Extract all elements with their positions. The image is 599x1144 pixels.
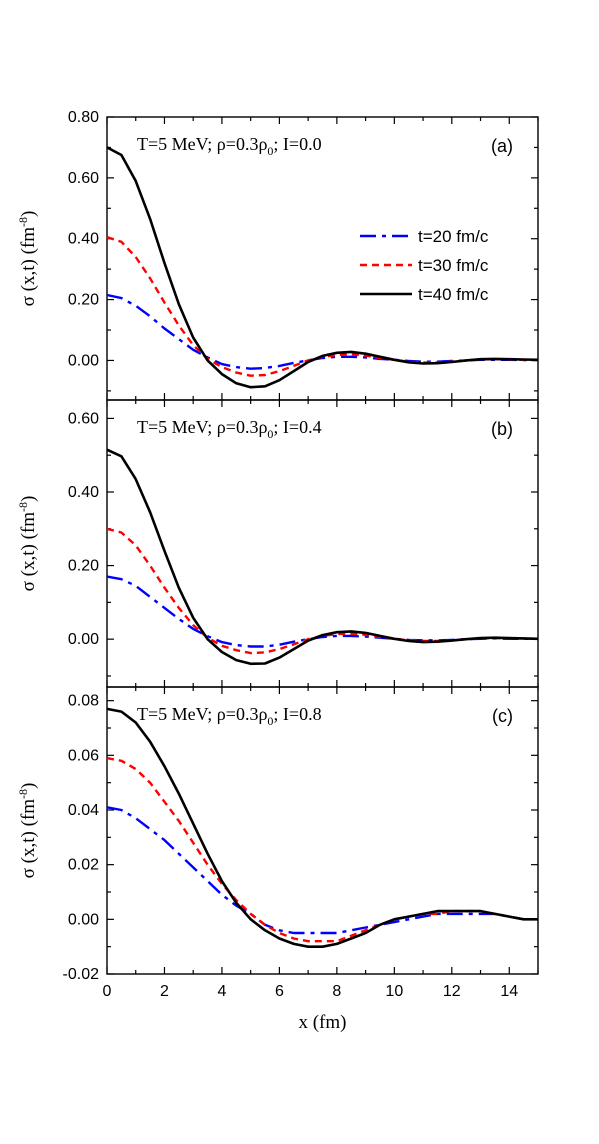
panel-tag: (c) (492, 706, 513, 726)
x-tick-label: 0 (103, 983, 112, 1000)
y-tick-label: 0.00 (68, 631, 99, 648)
x-tick-label: 4 (217, 983, 226, 1000)
y-tick-label: 0.80 (68, 109, 99, 126)
y-axis-label: σ (x,t) (fm-8) (16, 783, 39, 879)
panel-annotation: T=5 MeV; ρ=0.3ρ0; I=0.4 (137, 417, 322, 441)
x-tick-label: 8 (332, 983, 341, 1000)
legend-label-3: t=40 fm/c (418, 285, 489, 304)
y-tick-label: 0.00 (68, 911, 99, 928)
y-tick-label: 0.20 (68, 292, 99, 309)
series-line-3 (106, 146, 539, 389)
panel-tag: (a) (491, 136, 513, 156)
y-axis-label: σ (x,t) (fm-8) (16, 211, 39, 307)
series-line-2 (106, 527, 539, 655)
x-tick-label: 14 (500, 983, 518, 1000)
panel-annotation: T=5 MeV; ρ=0.3ρ0; I=0.0 (137, 134, 322, 158)
y-tick-label: 0.02 (68, 857, 99, 874)
y-tick-label: 0.06 (68, 747, 99, 764)
series-line-1 (106, 575, 538, 648)
series-line-3 (106, 448, 539, 666)
panel-annotation: T=5 MeV; ρ=0.3ρ0; I=0.8 (137, 704, 322, 728)
y-tick-label: 0.40 (68, 231, 99, 248)
legend-label-2: t=30 fm/c (418, 256, 489, 275)
x-tick-label: 2 (160, 983, 169, 1000)
panel-tag: (b) (491, 419, 513, 439)
panel-frame-2 (106, 399, 539, 688)
y-tick-label: 0.00 (68, 352, 99, 369)
y-tick-label: -0.02 (63, 966, 100, 983)
y-tick-label: 0.60 (68, 170, 99, 187)
series-line-3 (106, 707, 538, 948)
x-tick-label: 12 (443, 983, 461, 1000)
y-tick-label: 0.04 (68, 802, 99, 819)
legend-label-1: t=20 fm/c (418, 227, 489, 246)
y-tick-label: 0.40 (68, 484, 99, 501)
series-line-2 (106, 756, 538, 943)
x-axis-label: x (fm) (298, 1012, 346, 1033)
x-tick-label: 10 (385, 983, 403, 1000)
y-axis-label: σ (x,t) (fm-8) (16, 496, 39, 592)
y-tick-label: 0.60 (68, 410, 99, 427)
panel-frame-3 (106, 686, 539, 975)
x-tick-label: 6 (275, 983, 284, 1000)
series-line-1 (106, 806, 538, 935)
y-tick-label: 0.20 (68, 558, 99, 575)
y-tick-label: 0.08 (68, 693, 99, 710)
